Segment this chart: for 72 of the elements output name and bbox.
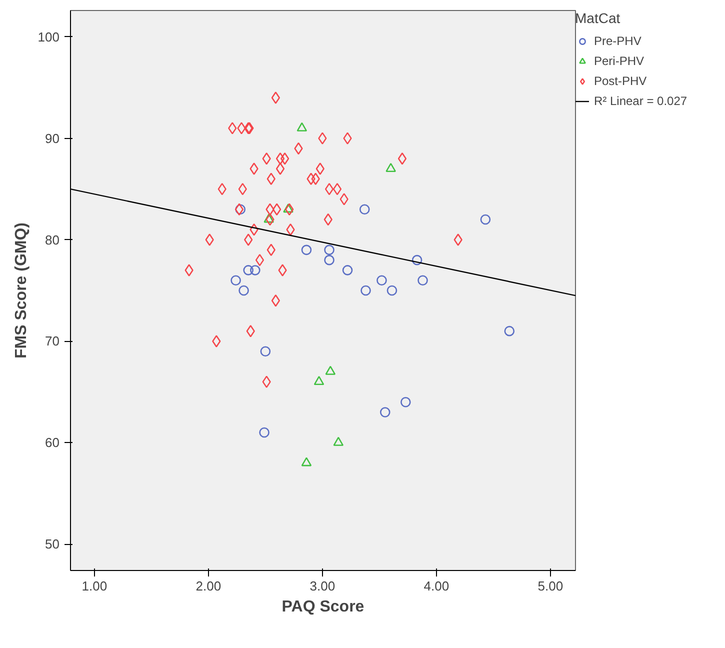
y-tick-label: 80 [45,232,60,248]
point [301,244,312,256]
point [314,376,324,386]
x-tick-label: 5.00 [538,578,564,594]
point [324,254,334,266]
text: R² Linear = 0.027 [594,94,688,108]
y-tick-label: 100 [38,29,60,44]
point [276,162,285,175]
point [271,92,280,104]
point [398,152,407,165]
x-axis-title: PAQ Score [282,598,364,616]
point [343,132,352,144]
point [283,203,294,213]
point [259,427,270,438]
point [228,122,237,134]
point [260,346,271,357]
point [324,244,334,256]
x-tick-label: 1.00 [82,578,108,594]
point [342,265,353,276]
point [376,275,387,286]
y-tick-label: 60 [45,435,60,450]
point [386,162,396,172]
point [380,407,390,418]
point [255,254,264,266]
point [359,204,370,214]
point [412,254,422,266]
point [264,214,274,223]
point [418,275,428,286]
point [340,193,348,206]
point [316,162,324,175]
point [238,285,249,296]
y-tick-label: 50 [45,536,60,552]
point [276,152,285,165]
point [360,285,371,296]
point [386,285,398,296]
point [250,162,258,175]
point [480,214,491,225]
point [280,152,290,165]
point [230,275,241,286]
y-tick-label: 90 [45,130,60,146]
point [272,203,282,216]
point [205,234,214,246]
point [296,122,308,132]
point [333,436,344,446]
point [301,457,312,466]
point [271,294,280,307]
point [266,203,274,216]
x-tick-label: 3.00 [310,578,336,594]
point [212,335,221,348]
y-tick-label: 70 [45,334,60,349]
legend-label: Post-PHV [594,74,647,88]
y-axis-title: FMS Score (GMQ) [12,222,30,359]
point [324,182,334,196]
point [400,396,411,408]
point [243,265,254,276]
point [184,264,194,276]
point [278,264,287,276]
point [285,203,294,216]
point [325,366,336,375]
point [318,132,327,144]
x-tick-label: 4.00 [424,578,450,594]
point [332,182,342,196]
point [250,265,260,276]
point [237,122,246,134]
legend-label: Pre-PHV [594,34,642,48]
point [262,376,271,388]
legend-label: Peri-PHV [594,54,644,68]
point [454,234,462,246]
x-tick-label: 2.00 [196,578,222,594]
point [244,234,253,246]
point [504,326,515,336]
legend-title: MatCat [575,10,622,26]
